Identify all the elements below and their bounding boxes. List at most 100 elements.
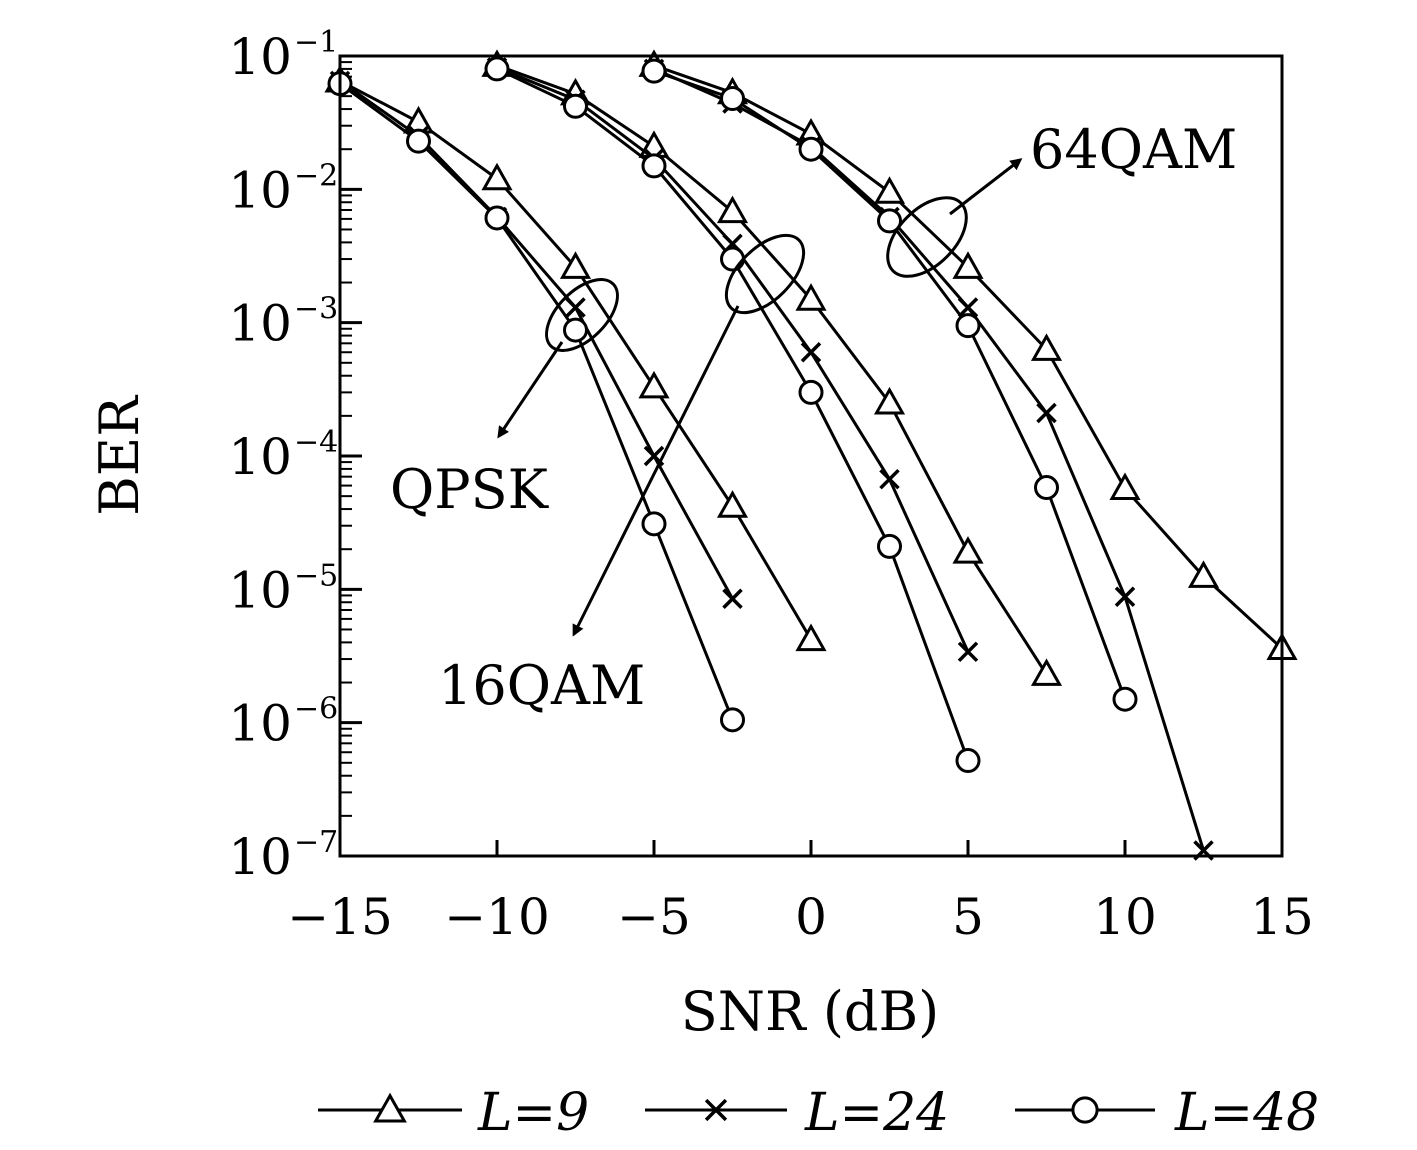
circle-marker [798, 136, 824, 162]
legend-item: L=48 [1015, 1083, 1319, 1143]
triangle-marker [638, 370, 670, 399]
circle-marker [720, 707, 745, 733]
x-tick-label: 15 [1250, 888, 1314, 946]
16qam-ellipse [724, 233, 806, 315]
series-layer [324, 49, 1298, 861]
legend: L=9 L=24 L=48 [318, 1083, 1319, 1143]
series-line [653, 67, 1205, 851]
x-ticks [338, 840, 1284, 856]
series-16qam-triangle [481, 49, 1063, 686]
legend-label: L=24 [804, 1083, 949, 1143]
y-tick-exponent: −6 [294, 692, 338, 727]
x-tick-label: −15 [287, 888, 393, 946]
y-tick-exponent: −5 [294, 558, 338, 593]
series-qpsk-triangle [324, 64, 827, 652]
triangle-marker [481, 162, 513, 191]
series-qpsk-circle [327, 71, 745, 733]
16qam-label: 16QAM [438, 654, 645, 717]
qpsk-annotation: QPSK [390, 278, 619, 521]
triangle-marker [873, 386, 906, 415]
circle-marker [1071, 1096, 1099, 1124]
x-tick-labels: −15 −10 −5 0 5 10 15 [287, 888, 1314, 946]
circle-marker [798, 379, 824, 405]
circle-marker [563, 93, 588, 119]
circle-marker [720, 246, 745, 272]
64qam-ellipse [886, 196, 968, 278]
circle-marker [641, 511, 667, 537]
triangle-marker [1030, 333, 1063, 361]
triangle-marker [1030, 658, 1063, 686]
16qam-arrow [572, 305, 740, 637]
series-line [339, 79, 734, 600]
cross-marker [957, 641, 979, 663]
64qam-arrow [949, 158, 1023, 216]
64qam-label: 64QAM [1030, 118, 1237, 181]
triangle-marker [873, 176, 906, 204]
triangle-marker [795, 623, 827, 652]
y-tick-exponent: −7 [294, 825, 338, 860]
plot-area-frame [338, 54, 1284, 858]
y-tick-exponent: −4 [294, 425, 338, 460]
series-64qam-circle [641, 58, 1138, 712]
triangle-marker [716, 195, 749, 224]
triangle-marker [716, 490, 749, 518]
cross-marker [1036, 402, 1057, 424]
x-axis-label: SNR (dB) [681, 980, 939, 1043]
cross-marker [957, 297, 979, 318]
triangle-marker [1187, 560, 1220, 588]
legend-item: L=24 [645, 1083, 949, 1143]
16qam-annotation: 16QAM [438, 233, 806, 717]
x-tick-label: 10 [1093, 888, 1157, 946]
circle-marker [641, 58, 667, 84]
y-minor-ticks [340, 61, 352, 817]
y-tick-label: 10 [228, 28, 292, 86]
y-tick-label: 10 [228, 828, 292, 886]
x-tick-label: 0 [795, 888, 827, 946]
circle-marker [877, 533, 902, 559]
y-tick-label: 10 [228, 161, 292, 219]
series-qpsk-cross [329, 70, 743, 609]
series-16qam-cross [486, 57, 979, 663]
circle-marker [406, 128, 431, 154]
y-tick-exponent: −1 [294, 25, 338, 60]
legend-item: L=9 [318, 1083, 589, 1143]
qpsk-arrow [497, 341, 564, 439]
qpsk-ellipse [545, 278, 619, 352]
triangle-marker [795, 283, 827, 311]
x-tick-label: 5 [952, 888, 984, 946]
circle-marker [1112, 686, 1138, 712]
cross-marker [879, 468, 900, 490]
circle-marker [484, 205, 510, 231]
y-tick-label: 10 [228, 428, 292, 486]
cross-marker [565, 297, 586, 318]
circle-marker [955, 313, 981, 339]
y-tick-label: 10 [228, 561, 292, 619]
cross-marker [800, 342, 822, 363]
x-tick-label: −10 [444, 888, 550, 946]
circle-marker [563, 317, 588, 343]
cross-marker [1114, 586, 1136, 607]
circle-marker [641, 153, 667, 179]
triangle-marker [373, 1092, 407, 1123]
y-tick-exponent: −3 [294, 292, 338, 327]
legend-label: L=9 [477, 1083, 589, 1143]
y-tick-labels: 10−110−210−310−410−510−610−7 [228, 25, 338, 886]
y-tick-label: 10 [228, 295, 292, 353]
64qam-annotation: 64QAM [886, 118, 1237, 278]
y-tick-exponent: −2 [294, 158, 338, 193]
triangle-marker [952, 536, 984, 564]
triangle-marker [559, 251, 592, 279]
series-line [339, 82, 734, 721]
x-tick-label: −5 [617, 888, 691, 946]
legend-label: L=48 [1174, 1083, 1319, 1143]
circle-marker [720, 86, 745, 112]
circle-marker [1034, 475, 1059, 501]
y-axis-label: BER [88, 395, 151, 516]
circle-marker [955, 748, 981, 774]
triangle-marker [1109, 472, 1141, 501]
cross-marker [704, 1098, 728, 1122]
circle-marker [877, 208, 902, 234]
triangle-marker [952, 251, 984, 279]
series-line [339, 79, 813, 641]
cross-marker [722, 588, 743, 609]
